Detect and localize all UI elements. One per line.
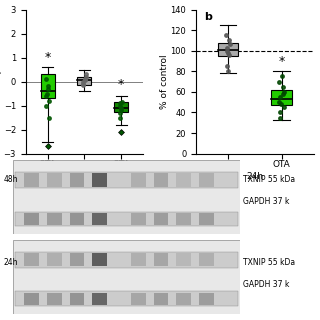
Bar: [15, 252, 238, 268]
FancyBboxPatch shape: [41, 75, 55, 99]
Bar: [92, 213, 107, 225]
Bar: [176, 173, 191, 187]
FancyBboxPatch shape: [77, 77, 91, 85]
Bar: [47, 293, 62, 305]
Bar: [15, 172, 238, 188]
Text: *: *: [44, 51, 51, 64]
Bar: [154, 173, 168, 187]
Bar: [199, 173, 214, 187]
X-axis label: 24h: 24h: [246, 172, 263, 180]
Bar: [199, 253, 214, 266]
Bar: [176, 213, 191, 225]
FancyBboxPatch shape: [218, 43, 238, 56]
Y-axis label: % of control: % of control: [160, 54, 169, 109]
Bar: [92, 253, 107, 266]
Bar: [176, 253, 191, 266]
Bar: [15, 212, 238, 227]
Bar: [131, 293, 146, 305]
FancyBboxPatch shape: [271, 90, 292, 105]
Bar: [131, 213, 146, 225]
Bar: [70, 253, 84, 266]
Text: 48h: 48h: [3, 175, 18, 184]
Bar: [70, 213, 84, 225]
Text: TXNIP 55 kDa: TXNIP 55 kDa: [243, 175, 295, 184]
Bar: [92, 293, 107, 305]
Y-axis label: ΔΔCq: ΔΔCq: [0, 69, 2, 94]
Bar: [92, 173, 107, 187]
Bar: [131, 253, 146, 266]
Bar: [47, 173, 62, 187]
Text: b: b: [204, 12, 212, 22]
Bar: [70, 173, 84, 187]
Text: *: *: [118, 78, 124, 91]
Bar: [70, 293, 84, 305]
Bar: [15, 292, 238, 306]
Bar: [131, 173, 146, 187]
Bar: [176, 293, 191, 305]
Bar: [47, 253, 62, 266]
Text: TXNIP 55 kDa: TXNIP 55 kDa: [243, 258, 295, 267]
Text: GAPDH 37 k: GAPDH 37 k: [243, 280, 290, 289]
Bar: [24, 293, 39, 305]
Bar: [199, 293, 214, 305]
X-axis label: 48h: 48h: [76, 172, 93, 180]
Bar: [24, 173, 39, 187]
Bar: [47, 213, 62, 225]
Text: GAPDH 37 k: GAPDH 37 k: [243, 197, 290, 206]
Bar: [24, 253, 39, 266]
FancyBboxPatch shape: [114, 102, 128, 112]
Bar: [24, 213, 39, 225]
Bar: [154, 213, 168, 225]
Text: *: *: [278, 55, 285, 68]
Text: 24h: 24h: [3, 258, 18, 267]
Bar: [154, 293, 168, 305]
Bar: [199, 213, 214, 225]
Bar: [154, 253, 168, 266]
